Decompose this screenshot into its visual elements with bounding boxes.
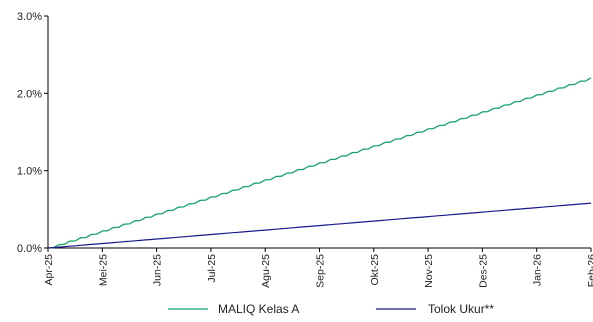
legend-label: MALIQ Kelas A bbox=[218, 302, 299, 316]
series-lines bbox=[47, 77, 592, 249]
y-tick-label: 1.0% bbox=[17, 166, 42, 178]
x-tick-label: Jun-25 bbox=[152, 254, 164, 286]
x-tick-label: Apr-25 bbox=[43, 254, 55, 286]
x-tick-label: Sep-25 bbox=[315, 254, 327, 288]
x-tick-label: Okt-25 bbox=[369, 254, 381, 286]
legend: MALIQ Kelas A Tolok Ukur** bbox=[168, 302, 494, 316]
x-tick-label: Nov-25 bbox=[423, 254, 435, 288]
x-tick-label: Mei-25 bbox=[97, 254, 109, 286]
x-tick-label: Feb-26 bbox=[586, 254, 593, 287]
axes: 0.0% 1.0% 2.0% 3.0% Apr-25 Mei-25 Jun-25 Jul-25… bbox=[17, 11, 593, 288]
x-tick-label: Jul-25 bbox=[206, 254, 218, 283]
x-tick-label: Des-25 bbox=[477, 254, 489, 288]
y-tick-label: 2.0% bbox=[17, 88, 42, 100]
series-line-tolok-ukur bbox=[47, 202, 592, 249]
x-tick-label: Agu-25 bbox=[260, 254, 272, 288]
y-tick-label: 3.0% bbox=[17, 11, 42, 23]
legend-label: Tolok Ukur** bbox=[428, 302, 494, 316]
x-tick-label: Jan-26 bbox=[532, 254, 544, 286]
series-line-maliq-kelas-a bbox=[47, 77, 592, 249]
y-tick-label: 0.0% bbox=[17, 243, 42, 255]
